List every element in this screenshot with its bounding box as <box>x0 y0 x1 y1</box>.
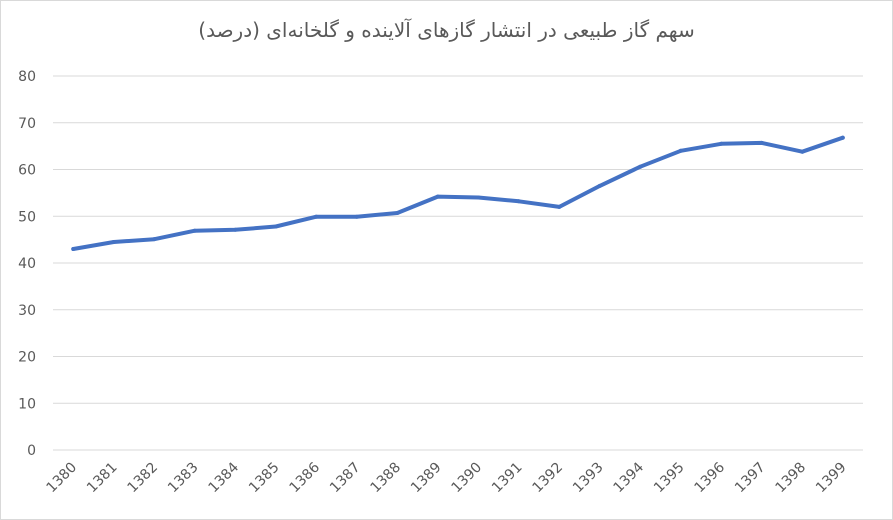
data-point <box>476 195 481 200</box>
x-axis-ticks: 1380 1381 1382 1383 1384 1385 1386 1387 1388 1389… <box>44 459 850 496</box>
data-point <box>152 237 157 242</box>
x-tick-label: 1387 <box>327 460 364 497</box>
x-tick-label: 1380 <box>44 460 81 497</box>
x-tick-label: 1384 <box>206 459 243 496</box>
x-tick-label: 1394 <box>611 459 648 496</box>
x-tick-label: 1383 <box>165 460 202 497</box>
y-tick-label: 40 <box>18 256 36 272</box>
data-point <box>800 149 805 154</box>
data-point <box>516 199 521 204</box>
x-tick-label: 1389 <box>408 460 445 497</box>
x-tick-label: 1382 <box>125 460 162 497</box>
data-point <box>557 204 562 209</box>
y-tick-label: 10 <box>18 396 36 412</box>
data-point <box>354 214 359 219</box>
data-points <box>71 135 845 251</box>
x-tick-label: 1381 <box>84 460 121 497</box>
y-tick-label: 20 <box>18 350 36 366</box>
series-line <box>71 135 845 251</box>
data-point <box>678 148 683 153</box>
data-point <box>111 239 116 244</box>
data-point <box>71 246 76 251</box>
x-tick-label: 1388 <box>368 460 405 497</box>
data-point <box>233 227 238 232</box>
data-point <box>314 214 319 219</box>
x-tick-label: 1386 <box>287 459 324 496</box>
x-tick-label: 1396 <box>692 459 729 496</box>
y-axis-ticks: 0 10 20 30 40 50 60 70 80 <box>18 69 36 459</box>
x-tick-label: 1398 <box>773 460 810 497</box>
data-point <box>638 164 643 169</box>
grid-lines <box>53 75 863 451</box>
data-point <box>395 210 400 215</box>
y-tick-label: 50 <box>18 209 36 225</box>
chart-title: سهم گاز طبیعی در انتشار گازهای آلاینده و… <box>198 18 695 42</box>
y-tick-label: 60 <box>18 163 36 179</box>
x-tick-label: 1395 <box>651 460 688 497</box>
x-tick-label: 1385 <box>246 460 283 497</box>
data-point <box>192 228 197 233</box>
x-tick-label: 1399 <box>813 460 850 497</box>
data-point <box>759 140 764 145</box>
x-tick-label: 1390 <box>449 460 486 497</box>
y-tick-label: 80 <box>18 69 36 85</box>
x-tick-label: 1392 <box>530 460 567 497</box>
data-point <box>273 224 278 229</box>
data-point <box>719 141 724 146</box>
y-tick-label: 0 <box>27 443 36 459</box>
y-tick-label: 70 <box>18 116 36 132</box>
x-tick-label: 1393 <box>570 460 607 497</box>
y-tick-label: 30 <box>18 303 36 319</box>
data-point <box>435 194 440 199</box>
data-point <box>597 183 602 188</box>
data-point <box>840 135 845 140</box>
x-tick-label: 1391 <box>489 460 526 497</box>
x-tick-label: 1397 <box>732 460 769 497</box>
